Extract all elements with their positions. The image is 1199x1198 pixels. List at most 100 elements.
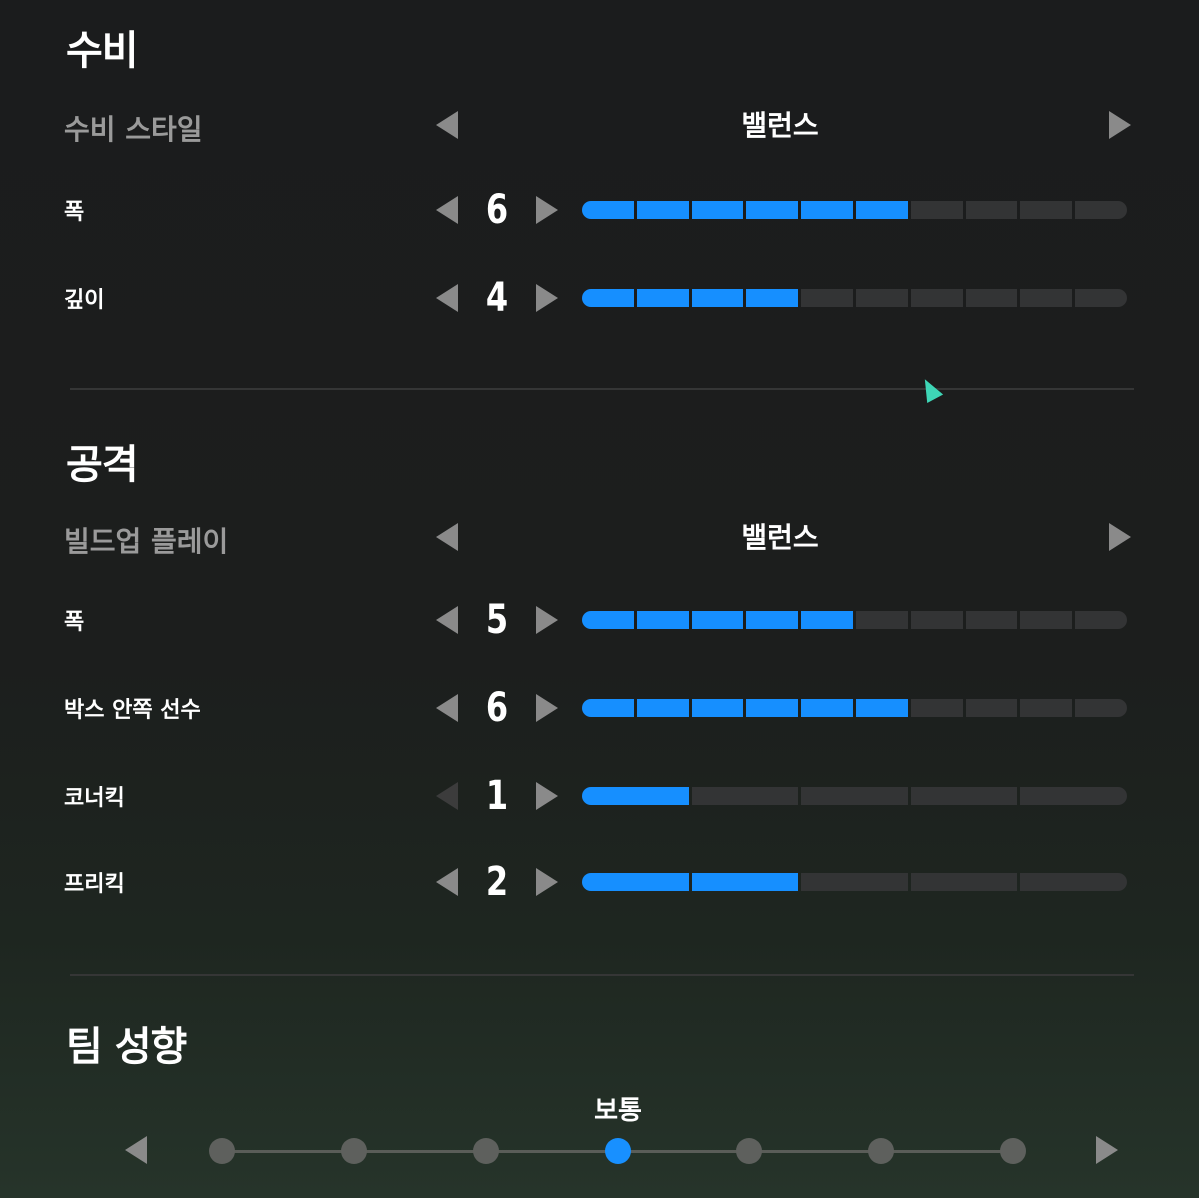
team-tendency-title: 팀 성향 <box>66 1024 187 1070</box>
team-tendency-step[interactable] <box>604 1138 631 1164</box>
defense-title: 수비 <box>66 28 139 74</box>
divider <box>70 388 1134 390</box>
mouse-cursor-icon <box>916 375 944 403</box>
increase-icon[interactable] <box>536 868 558 896</box>
bar-segment <box>910 787 1018 805</box>
bar-segment <box>965 201 1018 219</box>
bar-segment <box>855 611 908 629</box>
increase-icon[interactable] <box>536 782 558 810</box>
attack-title: 공격 <box>66 442 139 488</box>
bar-segment <box>746 611 799 629</box>
defense-style-next-icon[interactable] <box>1109 111 1131 139</box>
bar-segment <box>691 289 744 307</box>
attack-style-next-icon[interactable] <box>1109 523 1131 551</box>
team-tendency-prev-icon[interactable] <box>125 1136 147 1164</box>
bar-segment <box>1020 201 1073 219</box>
bar-segment <box>691 611 744 629</box>
setting-bar[interactable] <box>582 787 1127 805</box>
bar-segment <box>801 873 908 891</box>
bar-segment <box>1075 699 1127 717</box>
team-tendency-step[interactable] <box>868 1138 895 1164</box>
bar-segment <box>691 699 744 717</box>
bar-segment <box>582 787 689 805</box>
bar-segment <box>582 873 689 891</box>
bar-segment <box>1020 873 1127 891</box>
team-tendency-step[interactable] <box>472 1138 499 1164</box>
setting-bar[interactable] <box>582 611 1127 629</box>
increase-icon[interactable] <box>536 284 558 312</box>
defense-style-label: 수비 스타일 <box>64 113 203 146</box>
setting-bar[interactable] <box>582 201 1127 219</box>
bar-segment <box>801 611 853 629</box>
bar-segment <box>636 289 689 307</box>
increase-icon[interactable] <box>536 694 558 722</box>
bar-segment <box>965 699 1018 717</box>
bar-segment <box>910 611 963 629</box>
bar-segment <box>965 289 1018 307</box>
team-tendency-step[interactable] <box>736 1138 763 1164</box>
team-tendency-step[interactable] <box>1000 1138 1026 1164</box>
increase-icon[interactable] <box>536 606 558 634</box>
setting-label: 박스 안쪽 선수 <box>64 698 201 723</box>
bar-segment <box>855 201 908 219</box>
bar-segment <box>801 699 853 717</box>
bar-segment <box>855 289 908 307</box>
setting-value: 2 <box>485 859 509 905</box>
decrease-icon[interactable] <box>436 606 458 634</box>
setting-bar[interactable] <box>582 289 1127 307</box>
bar-segment <box>746 699 799 717</box>
bar-segment <box>1075 201 1127 219</box>
bar-segment <box>691 787 799 805</box>
decrease-icon[interactable] <box>436 196 458 224</box>
bar-segment <box>691 201 744 219</box>
bar-segment <box>1020 289 1073 307</box>
bar-segment <box>801 787 908 805</box>
setting-value: 4 <box>485 275 509 321</box>
bar-segment <box>801 201 853 219</box>
attack-style-prev-icon[interactable] <box>436 523 458 551</box>
team-tendency-value: 보통 <box>594 1096 642 1126</box>
setting-label: 프리킥 <box>64 872 125 897</box>
bar-segment <box>636 201 689 219</box>
setting-label: 코너킥 <box>64 786 125 811</box>
setting-label: 폭 <box>64 610 85 635</box>
setting-value: 6 <box>485 187 509 233</box>
bar-segment <box>636 611 689 629</box>
setting-value: 5 <box>485 597 509 643</box>
bar-segment <box>582 201 634 219</box>
bar-segment <box>582 699 634 717</box>
setting-label: 깊이 <box>64 288 105 313</box>
setting-bar[interactable] <box>582 699 1127 717</box>
bar-segment <box>1020 611 1073 629</box>
bar-segment <box>910 201 963 219</box>
bar-segment <box>965 611 1018 629</box>
setting-label: 폭 <box>64 200 85 225</box>
bar-segment <box>582 289 634 307</box>
bar-segment <box>582 611 634 629</box>
bar-segment <box>1020 787 1127 805</box>
team-tendency-step[interactable] <box>340 1138 367 1164</box>
bar-segment <box>910 289 963 307</box>
attack-style-value: 밸런스 <box>741 521 819 554</box>
team-tendency-next-icon[interactable] <box>1096 1136 1118 1164</box>
bar-segment <box>746 289 799 307</box>
setting-bar[interactable] <box>582 873 1127 891</box>
bar-segment <box>801 289 853 307</box>
decrease-icon[interactable] <box>436 284 458 312</box>
decrease-icon[interactable] <box>436 694 458 722</box>
defense-style-prev-icon[interactable] <box>436 111 458 139</box>
bar-segment <box>1075 611 1127 629</box>
bar-segment <box>691 873 799 891</box>
attack-style-label: 빌드업 플레이 <box>64 525 229 558</box>
decrease-icon[interactable] <box>436 782 458 810</box>
bar-segment <box>855 699 908 717</box>
defense-style-value: 밸런스 <box>741 109 819 142</box>
decrease-icon[interactable] <box>436 868 458 896</box>
setting-value: 6 <box>485 685 509 731</box>
team-tendency-step[interactable] <box>209 1138 235 1164</box>
bar-segment <box>636 699 689 717</box>
divider <box>70 974 1134 976</box>
bar-segment <box>910 699 963 717</box>
bar-segment <box>746 201 799 219</box>
increase-icon[interactable] <box>536 196 558 224</box>
